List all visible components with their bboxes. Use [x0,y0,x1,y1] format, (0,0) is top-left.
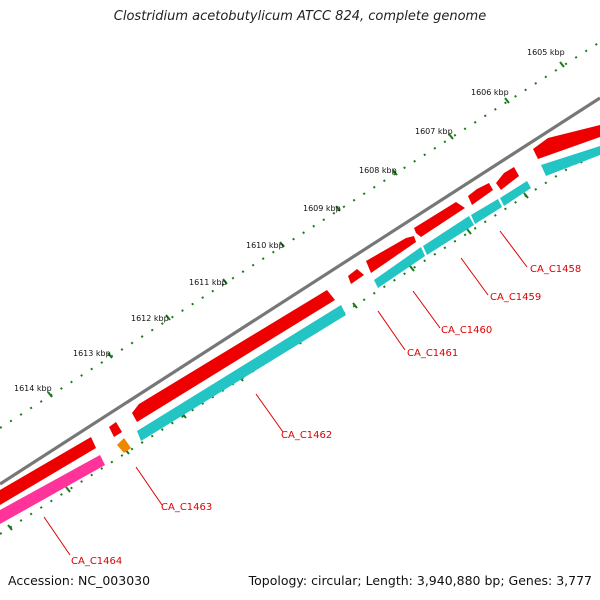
kbp-label: 1611 kbp [189,278,227,287]
outer-scale-dots [0,42,600,428]
genome-map: 1605 kbp 1606 kbp 1607 kbp 1608 kbp 1609… [0,0,600,600]
gene-arrow-ca-c1463[interactable] [109,422,122,437]
gene-label-ca-c1464[interactable]: CA_C1464 [71,556,122,567]
gene-label-ca-c1462[interactable]: CA_C1462 [281,430,332,441]
cog-bar-ca-c1463[interactable] [117,438,131,453]
gene-label-ca-c1459[interactable]: CA_C1459 [490,292,541,303]
kbp-label: 1607 kbp [415,127,453,136]
gene-label-ca-c1460[interactable]: CA_C1460 [441,325,492,336]
kbp-label: 1613 kbp [73,349,111,358]
kbp-label: 1614 kbp [14,384,52,393]
label-leaders [44,231,527,555]
genome-backbone [0,98,600,484]
gene-arrow-ca-c1462[interactable] [132,290,335,422]
cog-bar-ca-c1462[interactable] [137,305,346,441]
gene-label-ca-c1458[interactable]: CA_C1458 [530,264,581,275]
kbp-label: 1612 kbp [131,314,169,323]
gene-arrow-ca-c1458[interactable] [496,167,519,190]
cog-bar-ca-c1459[interactable] [471,199,502,224]
genome-map-view: Clostridium acetobutylicum ATCC 824, com… [0,0,600,600]
kbp-label: 1610 kbp [246,241,284,250]
kbp-label: 1608 kbp [359,166,397,175]
accession-text: Accession: NC_003030 [8,573,150,588]
outer-major-ticks [48,62,564,397]
gene-label-ca-c1461[interactable]: CA_C1461 [407,348,458,359]
kbp-label: 1609 kbp [303,204,341,213]
kbp-label: 1606 kbp [471,88,509,97]
gene-arrow-ca-c1461[interactable] [348,269,364,284]
cds-features [0,125,600,505]
gene-label-ca-c1463[interactable]: CA_C1463 [161,502,212,513]
gene-arrow-ca-c1459[interactable] [468,183,493,205]
kbp-label: 1605 kbp [527,48,565,57]
cog-features [0,146,600,524]
gene-arrow-ca-c1460-b[interactable] [366,236,416,273]
genome-summary-text: Topology: circular; Length: 3,940,880 bp… [249,573,592,588]
